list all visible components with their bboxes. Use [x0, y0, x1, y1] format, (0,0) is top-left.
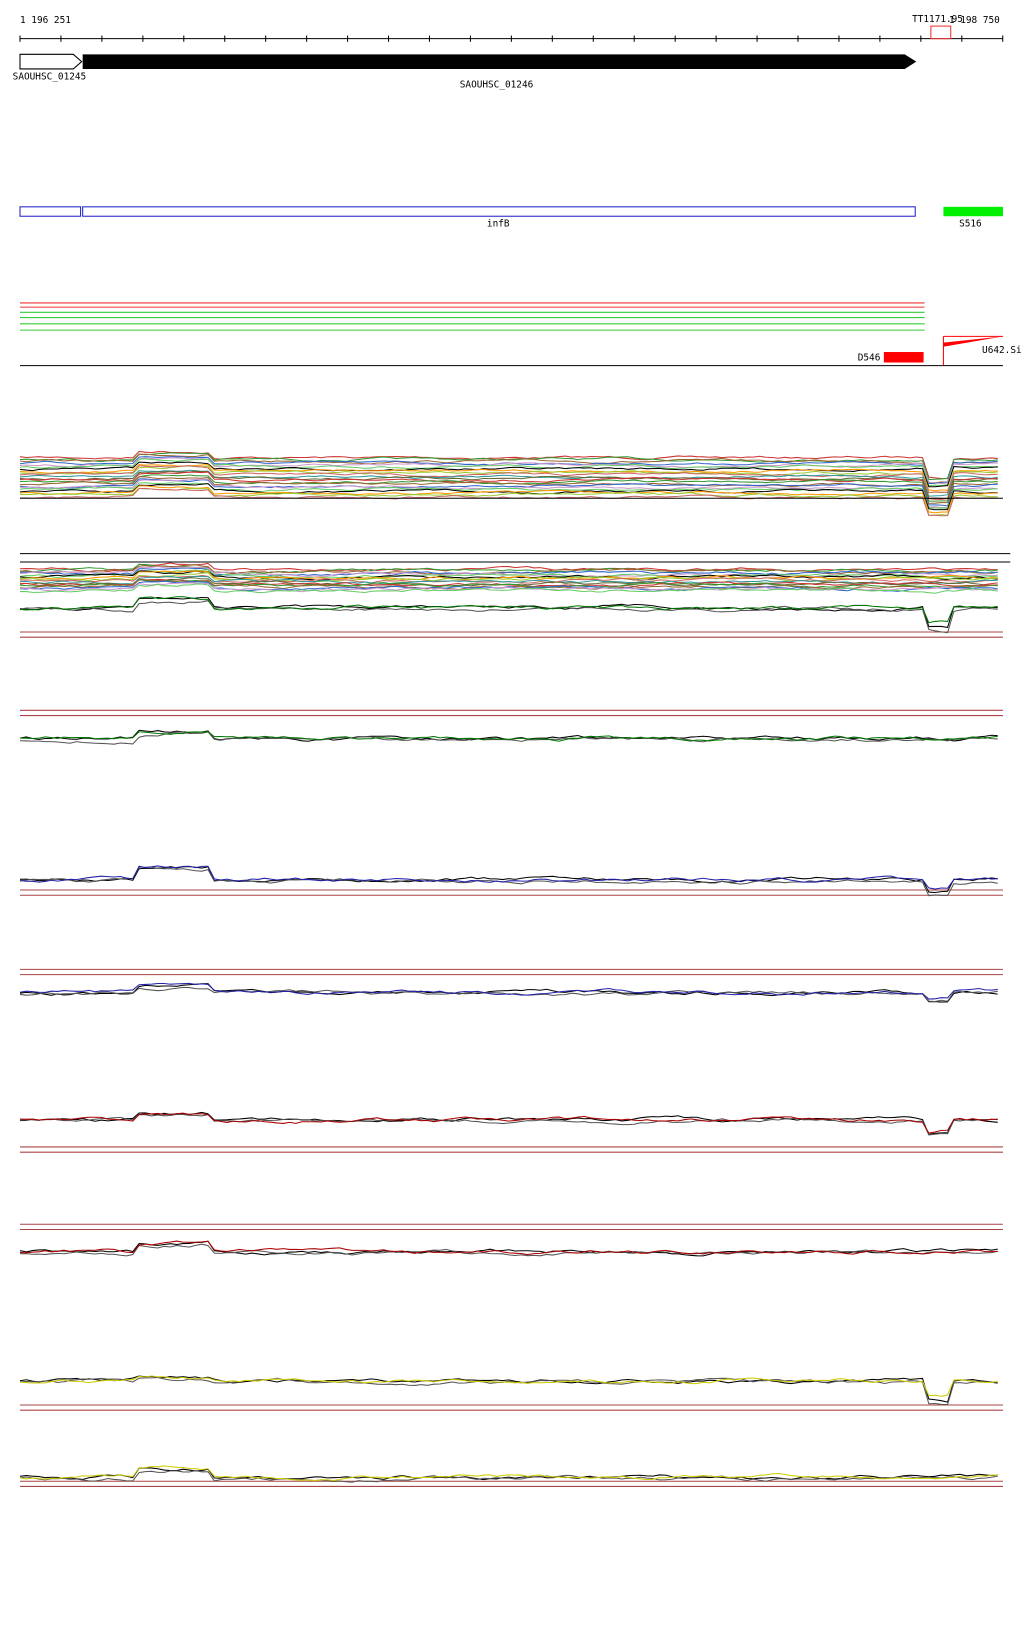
gene-arrow: [19, 53, 83, 70]
signal-trace: [19, 1375, 998, 1403]
feature-box: [82, 206, 916, 217]
signal-trace: [19, 982, 998, 1000]
signal-trace: [19, 580, 998, 592]
signal-trace: [19, 572, 998, 583]
signal-trace: [19, 563, 998, 575]
signal-trace: [19, 596, 998, 624]
signal-trace: [19, 485, 998, 514]
signal-trace: [19, 866, 998, 897]
site-box: [943, 206, 1003, 217]
signal-trace: [19, 570, 998, 581]
signal-trace: [19, 1375, 998, 1397]
annotation-lines: [19, 302, 925, 331]
signal-trace: [19, 583, 998, 594]
signal-trace: [19, 453, 998, 484]
feature-label: infB: [487, 219, 510, 230]
site-label: S516: [959, 219, 982, 230]
signal-trace: [19, 478, 998, 507]
feature-box: [19, 206, 82, 217]
signal-tracks: [19, 450, 1011, 1487]
signal-trace: [19, 487, 998, 516]
signal-trace: [19, 1376, 998, 1406]
peak-label: U642.Si: [982, 345, 1022, 356]
signal-trace: [19, 567, 998, 578]
signal-trace: [19, 731, 998, 742]
signal-trace: [19, 600, 998, 634]
peak-down: [883, 352, 924, 363]
signal-trace: [19, 865, 998, 890]
signal-trace: [19, 596, 998, 628]
signal-trace: [19, 1112, 998, 1134]
marker-label: TT1171.95: [912, 14, 963, 25]
signal-trace: [19, 469, 998, 497]
marker-box: [930, 25, 952, 40]
signal-trace: [19, 1470, 998, 1483]
signal-trace: [19, 1465, 998, 1482]
signal-trace: [19, 483, 998, 511]
ruler-end: 1 198 750: [949, 15, 1000, 26]
signal-trace: [19, 450, 998, 480]
signal-trace: [19, 461, 998, 488]
signal-trace: [19, 866, 998, 894]
gene-label: SAOUHSC_01246: [460, 80, 534, 91]
signal-trace: [19, 487, 998, 517]
peak-label: D546: [858, 352, 881, 363]
signal-trace: [19, 1240, 998, 1256]
signal-trace: [19, 476, 998, 504]
signal-trace: [19, 983, 998, 1003]
ruler: 1 196 251 1 198 750 TT1171.95: [19, 14, 1004, 42]
signal-trace: [19, 471, 998, 500]
ruler-start: 1 196 251: [20, 15, 71, 26]
signal-trace: [19, 1113, 998, 1136]
signal-trace: [19, 1467, 998, 1481]
gene-label: SAOUHSC_01245: [13, 71, 87, 82]
signal-trace: [19, 458, 998, 487]
signal-trace: [19, 470, 998, 500]
signal-trace: [19, 1243, 998, 1257]
gene-arrow: [82, 54, 917, 69]
